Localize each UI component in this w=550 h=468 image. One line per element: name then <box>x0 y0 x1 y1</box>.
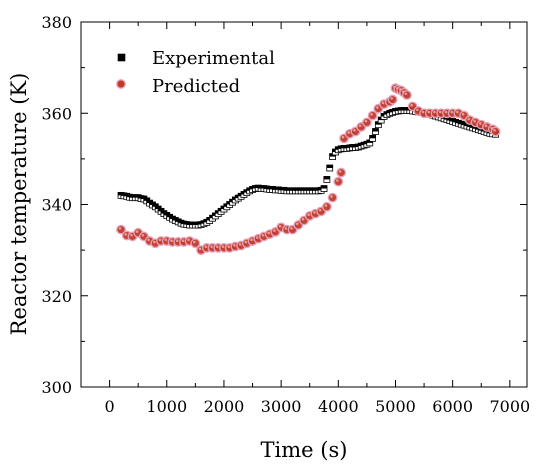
x-tick-label: 2000 <box>204 397 245 416</box>
legend-marker-predicted <box>116 79 126 89</box>
y-tick-label: 380 <box>41 13 72 32</box>
data-point-predicted <box>116 224 126 235</box>
y-tick-label: 340 <box>41 196 72 215</box>
x-tick-label: 5000 <box>375 397 416 416</box>
data-point-predicted <box>321 201 332 212</box>
legend: Experimental Predicted <box>116 48 275 97</box>
data-point-predicted <box>387 94 398 105</box>
data-point-predicted <box>336 167 347 178</box>
series-predicted <box>116 83 501 256</box>
legend-marker-experimental <box>117 53 126 62</box>
y-axis-title: Reactor temperature (K) <box>7 73 31 336</box>
series-experimental <box>117 107 499 229</box>
x-tick-label: 4000 <box>318 397 359 416</box>
data-point-experimental <box>326 164 334 172</box>
x-tick-label: 6000 <box>432 397 473 416</box>
x-tick-label: 1000 <box>146 397 187 416</box>
x-tick-label: 0 <box>104 397 114 416</box>
x-tick-label: 3000 <box>261 397 302 416</box>
legend-label-predicted: Predicted <box>152 76 240 97</box>
legend-label-experimental: Experimental <box>152 48 275 69</box>
data-point-predicted <box>361 117 372 128</box>
data-point-experimental <box>369 134 377 142</box>
y-tick-label: 300 <box>41 378 72 397</box>
data-point-predicted <box>190 238 201 249</box>
data-point-experimental <box>320 185 328 192</box>
data-point-predicted <box>402 90 412 100</box>
tick-labels: 0 1000 2000 3000 4000 5000 6000 7000 300 320 340 36… <box>41 13 530 416</box>
data-point-experimental <box>323 176 331 183</box>
data-point-predicted <box>327 192 338 203</box>
data-point-predicted <box>333 176 344 187</box>
x-tick-label: 7000 <box>489 397 530 416</box>
y-tick-label: 360 <box>41 104 72 123</box>
data-point-predicted <box>490 126 501 137</box>
data-point-predicted <box>316 206 327 217</box>
y-tick-label: 320 <box>41 287 72 306</box>
axis-ticks <box>81 21 527 388</box>
data-point-experimental <box>372 128 379 135</box>
data-point-predicted <box>367 110 378 121</box>
x-axis-title: Time (s) <box>261 438 348 462</box>
